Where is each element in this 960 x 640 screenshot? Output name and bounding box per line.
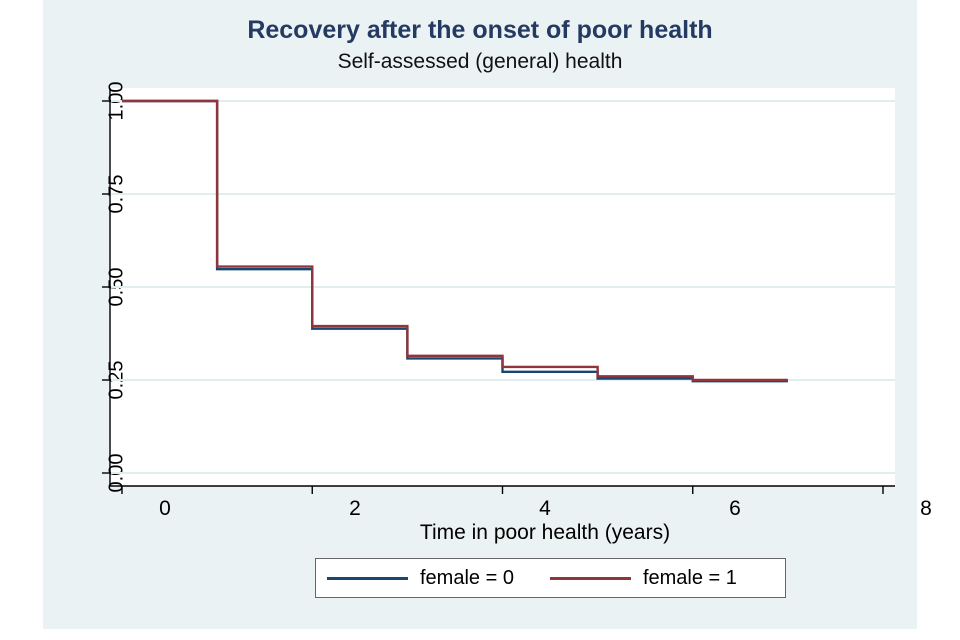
legend-line-sample-female-1 [549,576,631,580]
x-tick-label-0: 0 [159,497,171,520]
x-tick-label-8: 8 [920,497,932,520]
y-tick-label-0.00: 0.00 [105,453,128,493]
chart-subtitle: Self-assessed (general) health [337,50,623,73]
y-tick-label-0.50: 0.50 [105,267,128,307]
y-tick-label-0.75: 0.75 [105,174,128,214]
legend-label-female-1: female = 1 [642,566,737,589]
legend: female = 0 female = 1 [315,558,786,598]
plot-area [110,88,895,486]
y-tick-label-0.25: 0.25 [105,360,128,400]
legend-label-female-0: female = 0 [420,566,514,589]
x-tick-label-2: 2 [349,497,361,520]
legend-line-sample-female-0 [327,576,408,580]
y-tick-label-1.00: 1.00 [105,81,128,121]
figure-canvas: Recovery after the onset of poor health … [43,0,932,629]
x-tick-label-6: 6 [729,497,741,520]
x-axis-title: Time in poor health (years) [419,521,671,544]
x-tick-label-4: 4 [539,497,551,520]
chart-title: Recovery after the onset of poor health [247,16,713,44]
